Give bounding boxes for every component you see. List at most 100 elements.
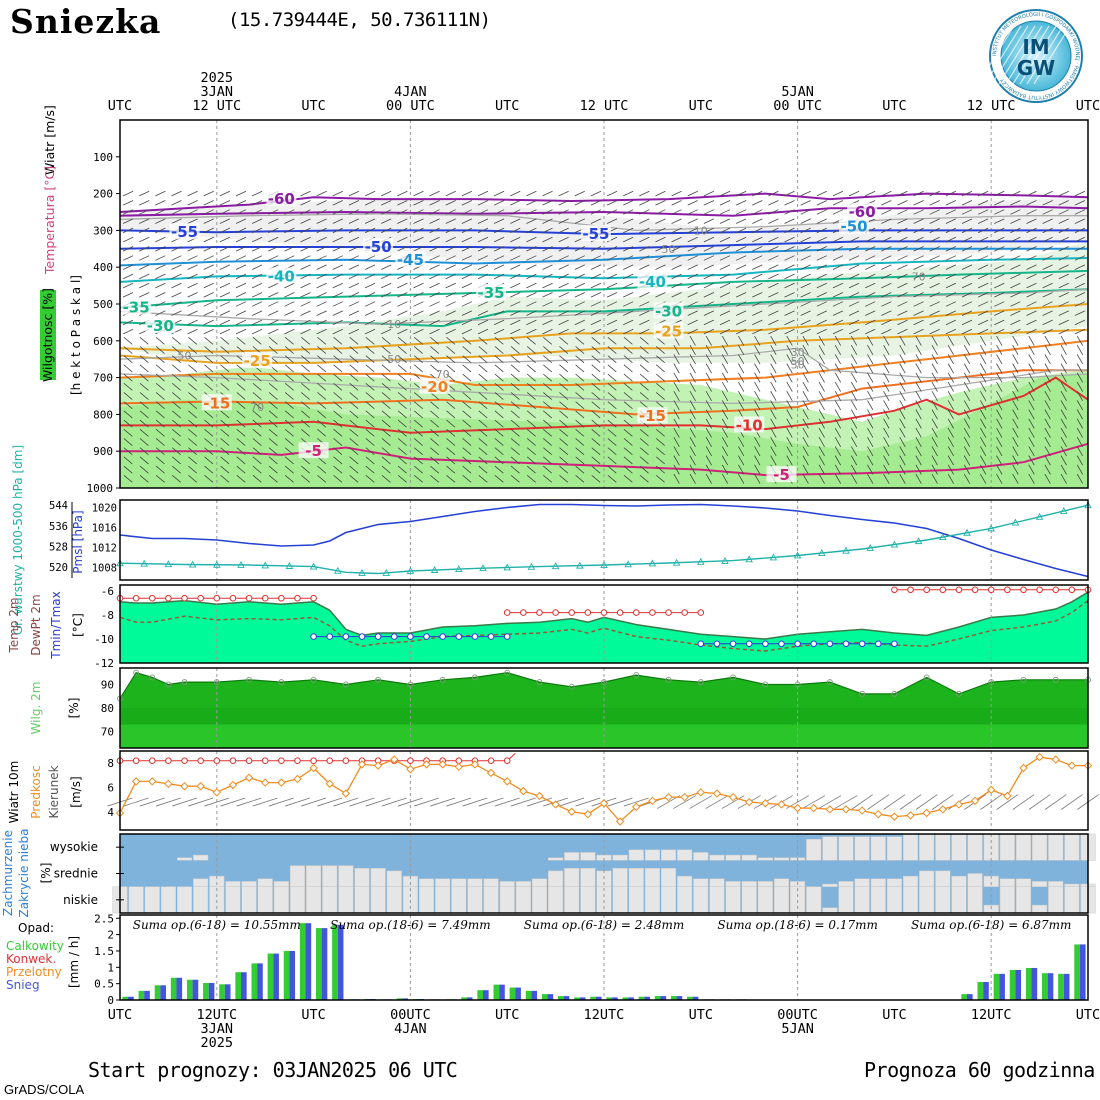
wind-speed-marker (809, 803, 818, 813)
wind-speed-marker (486, 768, 496, 778)
gust-marker (148, 757, 156, 765)
wind-barb (639, 319, 650, 326)
wind-barb (832, 200, 844, 206)
wind-barb (590, 273, 602, 280)
wind-barb (1042, 246, 1053, 252)
tmax-marker (923, 586, 930, 594)
wind-barb (590, 190, 602, 197)
cloud-bar-mid (338, 865, 354, 887)
wind-speed-marker (970, 796, 980, 806)
wind-barb (899, 473, 906, 484)
wind-barb (1010, 218, 1021, 224)
wind-barb (348, 236, 360, 243)
cloud-bar-mid (870, 878, 886, 887)
wind-barb (867, 409, 874, 420)
cloud-bar-low (1048, 886, 1064, 914)
wind-barb (865, 301, 876, 307)
wind-speed-marker (1035, 752, 1044, 762)
precip-total-bar (1074, 944, 1080, 1000)
wind-barb (365, 465, 375, 474)
wind-barb (542, 255, 553, 261)
wind-barb (929, 301, 940, 307)
wind-barb (721, 391, 729, 401)
wind-barb (301, 474, 311, 483)
wind-barb (689, 409, 696, 420)
wind-barb (559, 364, 569, 373)
wind-barb (768, 200, 779, 206)
wind-barb (1060, 335, 1067, 346)
wind-barb (219, 218, 231, 224)
humidity-contour-label: 10 (694, 224, 708, 237)
wind-barb (429, 319, 440, 326)
wind-barb (574, 264, 585, 270)
wind-barb (883, 409, 890, 420)
wind-barb (397, 282, 408, 289)
wind-barb (623, 328, 634, 335)
wind-barb (703, 236, 715, 243)
wind-barb (397, 209, 408, 215)
wind-barb (832, 301, 844, 307)
wind-barb (881, 255, 892, 261)
wind-barb (381, 419, 391, 428)
wind-barb (832, 319, 844, 326)
humidity-contour-label: 50 (662, 243, 676, 256)
wind-barb (510, 292, 521, 298)
wind-barb (607, 438, 617, 446)
cloud-bar-low (386, 886, 402, 914)
precip-total-bar (1025, 967, 1032, 1000)
wind-barb (333, 373, 343, 382)
wind-barb (671, 218, 682, 224)
wind-barb (1060, 381, 1067, 392)
wind-barb (915, 409, 922, 420)
wind-barb (931, 345, 938, 355)
humidity-marker (923, 674, 930, 681)
isotherm-line (120, 442, 1089, 477)
wind-barb (832, 273, 844, 280)
wind-barb (1074, 328, 1086, 335)
wind-barb (590, 264, 602, 270)
wind-barb (816, 255, 827, 261)
wind-barb (188, 438, 198, 446)
wind-barb (413, 218, 424, 224)
wind-barb (171, 373, 181, 382)
wind-barb (219, 310, 231, 316)
wind-barb (738, 446, 745, 457)
wind-barb (252, 410, 262, 419)
wind-barb (123, 401, 133, 410)
wind-barb (543, 346, 553, 354)
wind-barb (429, 209, 440, 215)
wind-barb (994, 190, 1005, 197)
wind-barb (332, 301, 343, 307)
wind-barb (816, 200, 827, 206)
wind-barb (719, 301, 731, 307)
wind-barb (996, 427, 1003, 438)
cloud-bar-low (1064, 886, 1080, 914)
wind-barb (365, 410, 375, 419)
wind-barb (236, 474, 246, 483)
wind-barb (123, 373, 133, 382)
wind-barb (381, 474, 391, 483)
wind-barb (413, 236, 424, 243)
precip-snow-bar (1079, 944, 1086, 1000)
wind-barb (655, 373, 665, 382)
wind-panel-frame (119, 750, 1089, 831)
cloud-bar-high (951, 833, 967, 861)
thickness-marker (697, 557, 705, 565)
left-label-precip: Snieg (6, 978, 40, 992)
precip-tick-label: 1 (107, 961, 114, 974)
wind-barb (446, 465, 456, 474)
wind-barb (945, 190, 957, 197)
wind-barb (800, 218, 811, 224)
wind-barb (397, 474, 407, 483)
tmax-marker (1068, 586, 1076, 594)
cloud-bar-high (757, 857, 773, 861)
wind-barb (1026, 282, 1037, 289)
wind-barb (558, 246, 569, 252)
wind-barb (865, 282, 876, 289)
wind-barb (139, 447, 149, 456)
wind-barb (494, 438, 504, 446)
wind-barb (816, 292, 827, 298)
wind-barb (462, 382, 472, 391)
left-label-humidity-unit: [%] (67, 698, 81, 719)
precip-snow-bar (1031, 967, 1038, 1000)
